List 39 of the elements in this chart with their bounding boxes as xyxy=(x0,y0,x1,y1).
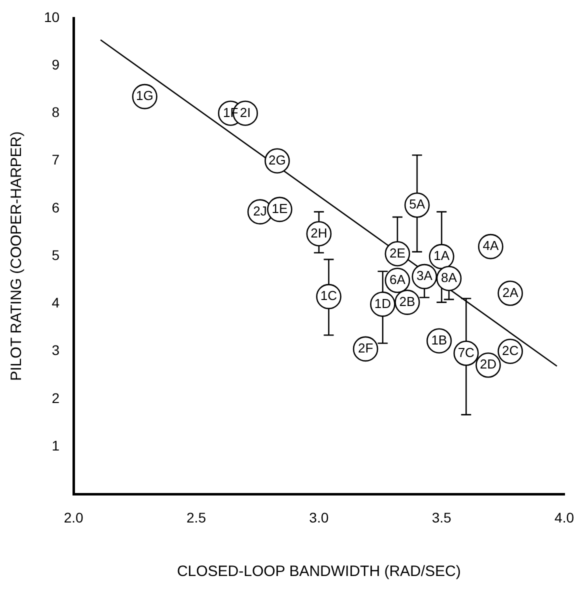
annotation: 8A xyxy=(441,270,458,286)
annotation: 2J xyxy=(253,203,267,218)
x-tick-label: 3.0 xyxy=(309,509,329,526)
annotation: 7C xyxy=(458,344,474,360)
annotation: 3A xyxy=(416,268,433,284)
annotation: 1A xyxy=(434,248,450,264)
x-tick-label: 4.0 xyxy=(554,509,574,526)
y-tick-label: 7 xyxy=(52,152,60,168)
y-tick-label: 10 xyxy=(44,8,60,25)
annotation: 4A xyxy=(482,238,499,254)
annotation: 2E xyxy=(389,245,406,260)
x-tick-label: 2.0 xyxy=(64,509,84,526)
y-tick-label: 9 xyxy=(52,56,60,72)
annotation: 2F xyxy=(358,340,374,356)
annotation: 2C xyxy=(502,342,519,358)
y-tick-label: 3 xyxy=(52,342,60,358)
annotation: 2I xyxy=(240,104,251,120)
x-axis-title: CLOSED-LOOP BANDWIDTH (RAD/SEC) xyxy=(176,563,461,580)
y-tick-label: 8 xyxy=(52,104,60,120)
y-tick-label: 6 xyxy=(52,199,60,216)
annotation: 2G xyxy=(268,152,286,168)
x-tick-label: 3.5 xyxy=(432,509,452,526)
annotation: 1G xyxy=(136,88,154,104)
annotation: 1D xyxy=(374,296,392,311)
y-axis-title: PILOT RATING (COOPER-HARPER) xyxy=(8,131,26,381)
annotation: 1B xyxy=(431,332,448,348)
annotation: 2B xyxy=(399,294,416,309)
y-tick-label: 1 xyxy=(52,437,60,454)
annotation: 2D xyxy=(480,356,497,372)
annotation: 2H xyxy=(310,225,328,240)
annotation: 6A xyxy=(389,272,406,287)
annotation: 5A xyxy=(409,196,426,212)
y-tick-label: 4 xyxy=(52,294,60,311)
y-tick-label: 2 xyxy=(52,390,60,406)
annotation: 1E xyxy=(272,201,288,216)
x-tick-label: 2.5 xyxy=(186,509,206,526)
annotation: 1C xyxy=(320,288,338,304)
y-tick-label: 5 xyxy=(52,246,60,263)
annotation: 2A xyxy=(502,284,519,300)
